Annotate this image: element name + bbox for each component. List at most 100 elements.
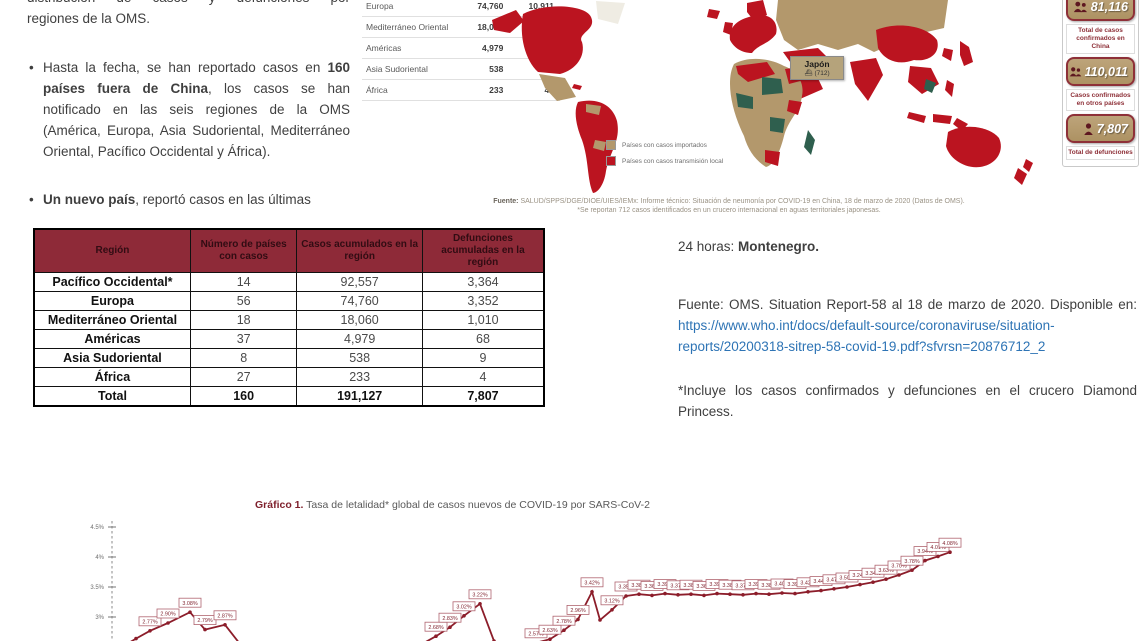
legend-row-imported: Países con casos importados	[606, 140, 723, 150]
data-point	[897, 573, 901, 577]
stat-value-other: 110,011	[1084, 64, 1128, 79]
map-region	[596, 1, 625, 24]
map-region	[804, 130, 815, 155]
map-source-line2: *Se reportan 712 casos identificados en …	[577, 207, 881, 214]
japan-callout: Japón ⛴ (712)	[790, 56, 844, 80]
intro-line-cut: distribución de casos y defunciones por	[27, 0, 350, 8]
region-cell: Europa	[33, 291, 191, 311]
data-label: 2.90%	[160, 612, 175, 618]
data-label-box	[468, 589, 492, 600]
chart-title-text: Tasa de letalidad* global de casos nuevo…	[303, 499, 650, 511]
data-label: 3.39%	[657, 582, 672, 588]
region-table-row: Asia Sudoriental 8 538 9	[33, 348, 545, 368]
data-point	[637, 592, 641, 596]
diamond-princess-note: *Incluye los casos confirmados y defunci…	[678, 383, 1137, 419]
data-point	[832, 587, 836, 591]
data-point	[741, 593, 745, 597]
data-point	[134, 636, 138, 641]
data-label: 2.79%	[197, 618, 212, 624]
bullet2-text: , reportó casos en las últimas	[135, 192, 311, 207]
data-point	[728, 592, 732, 596]
mini-region-name: Mediterráneo Oriental	[362, 16, 458, 38]
region-cell: Américas	[33, 329, 191, 349]
data-label: 3.08%	[182, 601, 197, 607]
map-region	[736, 93, 753, 109]
people-icon	[1069, 67, 1081, 77]
japan-callout-value: ⛴ (712)	[804, 70, 830, 77]
data-point	[610, 608, 614, 612]
value-cell: 3,364	[421, 272, 545, 292]
stat-box-other-countries: 110,011	[1066, 57, 1135, 86]
region-table-header-row: Región Número de países con casos Casos ac…	[33, 228, 545, 273]
map-region	[1023, 159, 1033, 172]
mini-region-value: 538	[458, 58, 510, 80]
mini-region-value: 233	[458, 79, 510, 101]
value-cell: 68	[421, 329, 545, 349]
map-region	[787, 100, 802, 115]
data-label: 3.42%	[800, 580, 815, 586]
map-region	[933, 114, 952, 124]
region-table-body: Pacífico Occidental* 14 92,557 3,364 Europa 5…	[33, 272, 545, 407]
data-label: 3.38%	[631, 583, 646, 589]
data-label: 3.40%	[774, 582, 789, 588]
legend-swatch-local	[606, 156, 616, 166]
data-point	[478, 602, 482, 606]
map-region	[707, 9, 720, 19]
data-point	[923, 558, 927, 563]
map-region	[942, 48, 953, 61]
map-region	[908, 66, 939, 94]
value-cell: 160	[189, 386, 298, 407]
data-point	[871, 580, 875, 584]
fatality-rate-line	[130, 551, 951, 641]
region-cell: Pacífico Occidental*	[33, 272, 191, 292]
value-cell: 92,557	[296, 272, 423, 292]
data-label: 3.47%	[826, 577, 841, 583]
stat-label-deaths: Total de defunciones	[1066, 146, 1135, 160]
chart-title: Gráfico 1. Tasa de letalidad* global de …	[255, 499, 650, 511]
data-label: 3.78%	[904, 559, 919, 565]
right-text-column: 24 horas: Montenegro. Fuente: OMS. Situa…	[678, 236, 1137, 422]
stat-label-other: Casos confirmados en otros países	[1066, 89, 1135, 111]
data-label-box	[900, 555, 924, 566]
data-label: 3.63%	[878, 568, 893, 574]
data-point	[676, 593, 680, 597]
region-table-row: Europa 56 74,760 3,352	[33, 291, 545, 311]
data-point	[166, 621, 170, 625]
value-cell: 3,352	[421, 291, 545, 311]
map-legend: Países con casos importados Países con c…	[606, 140, 723, 172]
bullet1-text-post: , los casos se han notificado en las sei…	[43, 81, 350, 159]
who-report-link[interactable]: https://www.who.int/docs/default-source/…	[678, 318, 1055, 354]
region-table-row: África 27 233 4	[33, 367, 545, 387]
map-region	[593, 140, 606, 151]
data-point	[598, 618, 602, 622]
map-source-citation: Fuente: SALUD/SPPS/DGE/DIOE/UIES/IEMx: I…	[420, 197, 1038, 215]
person-icon	[1083, 122, 1093, 135]
map-region	[586, 104, 601, 115]
montenegro-bold: Montenegro.	[738, 239, 820, 254]
value-cell: 4,979	[296, 329, 423, 349]
value-cell: 27	[189, 367, 298, 387]
data-point	[754, 591, 758, 596]
map-region	[723, 22, 733, 35]
data-label-box	[452, 601, 476, 612]
data-point	[576, 617, 580, 622]
map-region	[946, 126, 1001, 168]
bullet2-bold: Un nuevo país	[43, 192, 136, 207]
value-cell: 1,010	[421, 310, 545, 330]
map-region	[924, 79, 936, 93]
data-label-box	[538, 624, 562, 635]
data-label-box	[213, 610, 237, 621]
data-label-box	[938, 537, 962, 548]
data-point	[188, 610, 192, 614]
bullet1-bold: 160 países fuera de China	[43, 60, 350, 96]
map-region	[1014, 168, 1027, 185]
region-data-table: Región Número de países con casos Casos ac…	[33, 228, 545, 407]
data-label: 3.38%	[683, 583, 698, 589]
data-label: 3.50%	[839, 576, 854, 582]
chart-title-prefix: Gráfico 1.	[255, 499, 304, 511]
data-label: 3.35%	[618, 585, 633, 591]
mini-region-name: Américas	[362, 37, 458, 59]
region-table-row: Pacífico Occidental* 14 92,557 3,364	[33, 272, 545, 292]
data-label-box	[156, 608, 180, 619]
data-label: 3.38%	[761, 583, 776, 589]
